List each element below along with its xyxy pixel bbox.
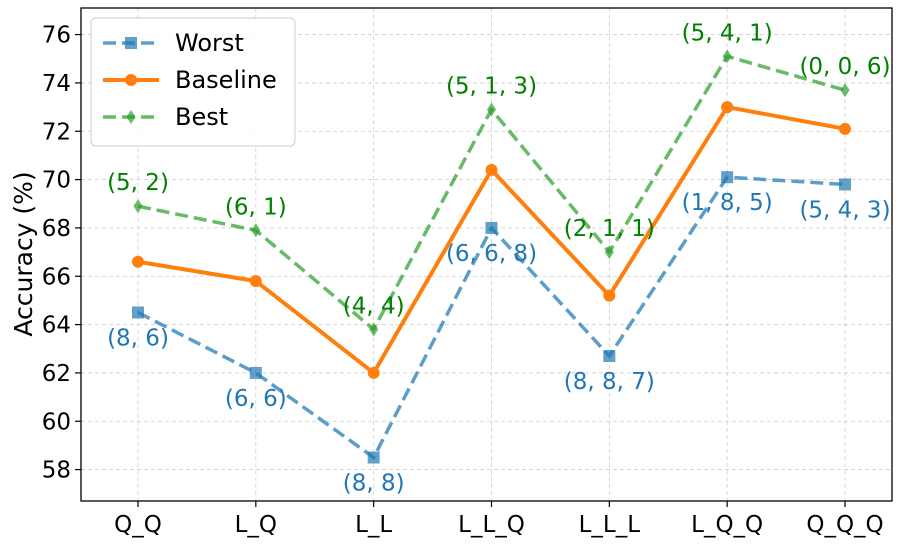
best-point: [486, 102, 497, 117]
best-point: [251, 223, 261, 238]
plot-frame: [80, 7, 893, 502]
baseline-point: [132, 255, 144, 268]
baseline-point: [603, 289, 616, 302]
best-annotation: (2, 1, 1): [564, 216, 655, 242]
worst-point: [132, 306, 144, 319]
worst-annotation: (8, 8): [343, 471, 405, 497]
baseline-point: [721, 101, 734, 114]
worst-annotation: (6, 6): [225, 386, 287, 412]
y-tick-label: 66: [42, 264, 71, 290]
worst-point: [721, 171, 734, 184]
y-tick-label: 64: [42, 313, 71, 339]
best-point: [722, 49, 732, 64]
x-tick-label: L_Q: [235, 512, 277, 538]
worst-legend-label: Worst: [175, 29, 244, 57]
worst-point: [249, 366, 262, 379]
y-tick-label: 68: [42, 216, 71, 242]
worst-annotation: (8, 6): [107, 326, 169, 352]
x-tick-label: Q_Q: [114, 512, 162, 538]
y-tick-label: 60: [42, 409, 71, 435]
worst-point: [839, 178, 851, 191]
legend: Worst Baseline Best: [90, 17, 296, 147]
y-tick-label: 72: [42, 119, 71, 145]
best-annotation: (0, 0, 6): [799, 54, 890, 80]
best-point: [840, 83, 850, 98]
best-annotation: (5, 2): [107, 170, 169, 196]
baseline-legend-label: Baseline: [175, 66, 277, 94]
x-tick-label: L_L_Q: [458, 512, 525, 538]
y-axis-label: Accuracy (%): [9, 171, 38, 336]
y-axis-ticks: 58 60 62 64 66 68 70 72 74 76: [42, 23, 81, 484]
x-tick-label: L_L: [355, 512, 392, 538]
baseline-legend-marker: [125, 74, 137, 86]
worst-point: [485, 221, 498, 234]
worst-legend-marker: [125, 37, 137, 49]
worst-point: [603, 350, 616, 362]
best-annotation: (6, 1): [225, 194, 287, 220]
y-tick-label: 58: [42, 458, 71, 484]
best-annotation: (5, 4, 1): [682, 20, 773, 46]
best-legend-marker: [126, 110, 136, 124]
y-tick-label: 62: [42, 361, 71, 387]
worst-point: [367, 451, 380, 464]
best-annotation: (4, 4): [343, 293, 405, 319]
baseline-point: [839, 122, 851, 135]
worst-annotation: (8, 8, 7): [564, 369, 655, 395]
baseline-point: [249, 275, 262, 288]
worst-annotation: (6, 6, 8): [446, 241, 537, 267]
x-axis-ticks: Q_Q L_Q L_L L_L_Q L_L_L L_Q_Q Q_Q_Q: [114, 501, 884, 538]
x-tick-label: Q_Q_Q: [806, 512, 883, 538]
best-point: [604, 245, 614, 260]
x-tick-label: L_L_L: [579, 512, 641, 538]
series-lines: [132, 49, 851, 464]
best-annotation: (5, 1, 3): [446, 74, 537, 100]
y-tick-label: 76: [42, 23, 71, 49]
best-point: [369, 322, 379, 337]
baseline-point: [367, 366, 380, 379]
worst-annotation: (5, 4, 3): [799, 197, 890, 223]
x-tick-label: L_Q_Q: [691, 512, 763, 538]
point-annotations: (8, 6) (6, 6) (8, 8) (6, 6, 8) (8, 8, 7) (1, …: [107, 20, 890, 496]
best-point: [133, 199, 143, 214]
y-tick-label: 74: [42, 71, 71, 97]
y-tick-label: 70: [42, 168, 71, 194]
baseline-point: [485, 163, 498, 176]
legend-box: [90, 17, 296, 147]
best-legend-label: Best: [175, 103, 228, 131]
worst-annotation: (1, 8, 5): [682, 190, 773, 216]
